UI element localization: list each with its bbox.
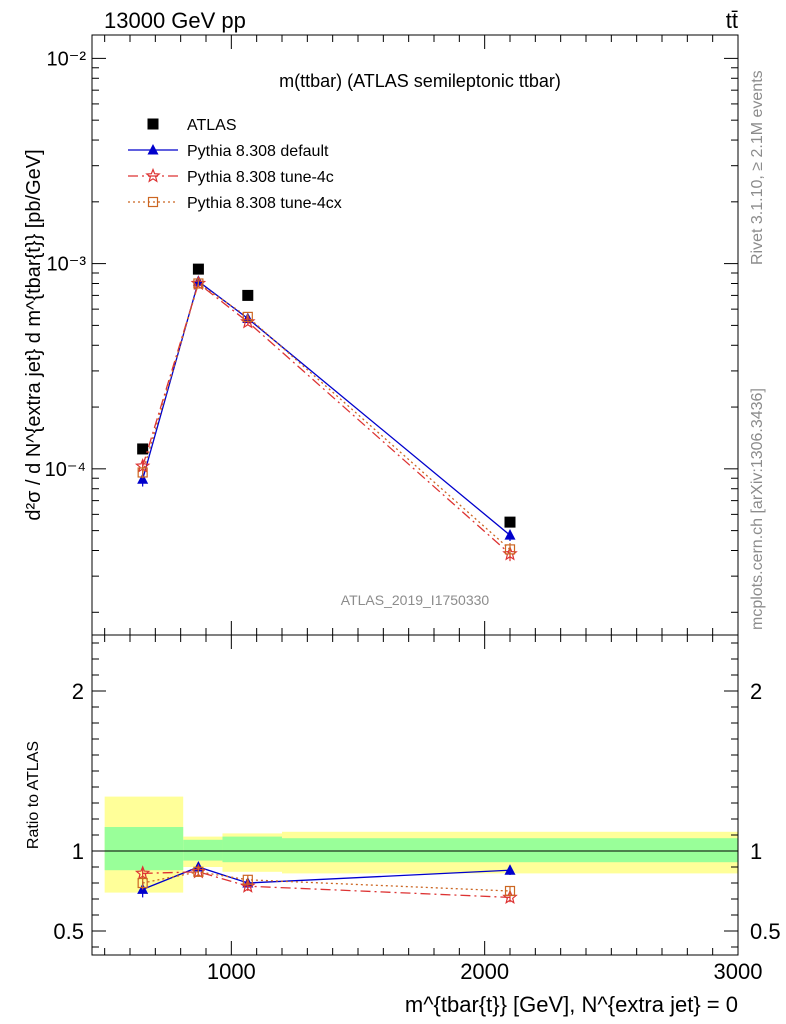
ratio-band-green [104,827,184,871]
ratio-y-tick-label: 1 [72,839,84,864]
ratio-data-point [134,865,151,881]
main-y-tick-label: 10⁻³ [47,254,87,276]
main-data-point [137,443,149,455]
main-data-point [504,516,516,528]
ratio-series-line [142,871,511,892]
rivet-label: Rivet 3.1.10, ≥ 2.1M events [749,70,766,265]
legend-label: Pythia 8.308 tune-4c [187,169,334,186]
main-series-atlas [137,263,516,528]
main-data-point [504,544,516,555]
main-data-point [242,289,254,301]
ratio-band-green [282,838,738,863]
legend-marker [147,196,159,208]
main-series-pythia-8-308-tune-4c [134,275,518,562]
main-data-point [137,473,149,484]
ratio-data-point [242,874,253,885]
main-data-point [193,278,204,289]
ratio-data-point [504,864,516,875]
legend-label: ATLAS [187,117,237,134]
legend-item: Pythia 8.308 default [128,143,329,160]
main-title: m(ttbar) (ATLAS semileptonic ttbar) [279,71,561,91]
ratio-panel: 0.5 0.5 1 1 2 2 1000 2000 3000 Ratio to ATLAS m^… [25,634,781,1017]
legend-item: Pythia 8.308 tune-4cx [128,195,342,212]
header-right: tt̄ [726,8,738,33]
ratio-data-point [193,866,204,877]
legend-marker [145,167,161,183]
main-plot-layer: 10⁻⁴ 10⁻³ 10⁻² [45,35,739,635]
analysis-id: ATLAS_2019_I1750330 [341,592,490,608]
main-series-pythia-8-308-tune-4cx [137,278,516,557]
legend: ATLAS Pythia 8.308 default Pythia 8.308 tu… [128,117,342,212]
x-tick-label: 3000 [714,959,763,984]
x-tick-label: 1000 [207,959,256,984]
x-axis-label: m^{tbar{t}} [GeV], N^{extra jet} = 0 [405,992,738,1017]
main-panel: 10⁻⁴ 10⁻³ 10⁻² m(ttbar) (ATLAS semileptoni… [23,34,739,636]
main-y-axis-label: d²σ / d N^{extra jet} d m^{tbar{t}} [pb/… [23,149,45,520]
ratio-band-green [222,836,282,863]
ratio-series-line [142,871,511,899]
main-series-line [142,282,511,555]
main-data-point [137,467,148,478]
main-series-line [142,280,511,536]
ratio-y-tick-label-right: 0.5 [750,919,781,944]
main-series-line [142,282,511,550]
ratio-series-line [142,866,511,891]
main-y-tick-label: 10⁻⁴ [45,459,86,481]
x-tick-label: 2000 [460,959,509,984]
main-y-tick-label: 10⁻² [47,48,87,70]
ratio-frame [91,634,739,956]
ratio-data-point [137,877,148,889]
legend-marker [147,144,159,155]
ratio-band-green [183,839,223,861]
ratio-y-tick-label: 2 [72,679,84,704]
ratio-y-tick-label-right: 1 [750,839,762,864]
legend-marker [147,118,159,130]
main-series-pythia-8-308-default [137,275,516,542]
legend-item: Pythia 8.308 tune-4c [128,167,334,186]
legend-label: Pythia 8.308 default [187,143,329,160]
ratio-data-point [504,885,516,897]
main-data-point [504,529,516,540]
main-data-point [192,263,204,275]
ratio-y-tick-label: 0.5 [53,919,84,944]
main-data-point [242,311,253,322]
ratio-series-pythia-8-308-tune-4cx [137,866,516,897]
ratio-plot-layer: 0.5 0.5 1 1 2 2 1000 2000 3000 [53,635,781,984]
ratio-y-axis-label: Ratio to ATLAS [25,741,42,849]
mcplots-label: mcplots.cern.ch [arXiv:1306.3436] [749,388,766,630]
legend-item: ATLAS [147,117,237,134]
ratio-y-tick-label-right: 2 [750,679,762,704]
header-left: 13000 GeV pp [104,8,246,33]
legend-label: Pythia 8.308 tune-4cx [187,195,342,212]
